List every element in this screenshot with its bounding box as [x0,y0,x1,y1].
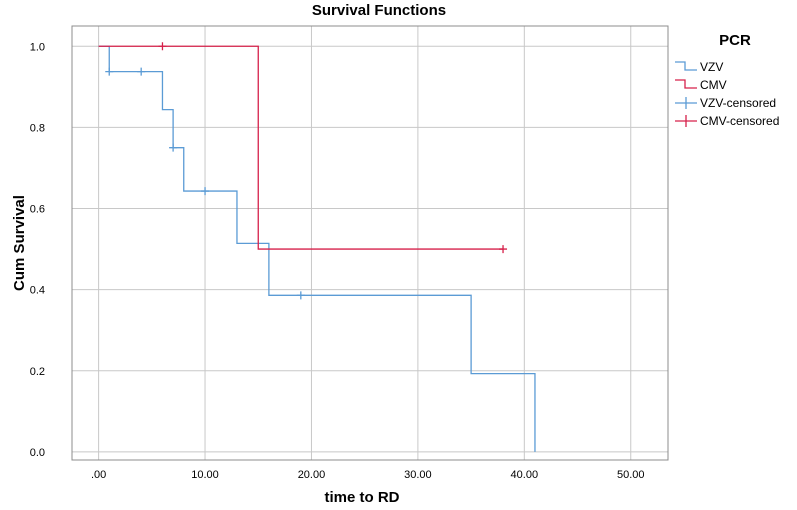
x-tick-label: .00 [91,469,106,481]
legend-line-icon [675,61,697,71]
legend-entry: CMV [700,78,727,92]
legend: PCR VZV CMV VZV-censored CMV-censored [675,32,779,128]
y-tick-label: 1.0 [30,41,45,53]
censor-mark-vzv [105,67,114,76]
x-tick-label: 30.00 [404,469,432,481]
y-tick-label: 0.2 [30,366,45,378]
x-tick-label: 40.00 [511,469,539,481]
censor-mark-cmv [158,42,167,51]
x-tick-label: 10.00 [191,469,219,481]
series-line-cmv [98,45,504,250]
y-tick-label: 0.4 [30,285,45,297]
legend-entry: VZV [700,60,723,74]
series-layer [98,42,536,452]
x-tick-label: 20.00 [298,469,326,481]
y-tick-label: 0.8 [30,122,45,134]
y-tick-label: 0.0 [30,447,45,459]
y-tick-label: 0.6 [30,204,45,216]
legend-line-icon [675,79,697,89]
y-axis-label: Cum Survival [11,195,28,291]
censor-mark-cmv [499,245,508,254]
y-tick-labels: 0.0 0.2 0.4 0.6 0.8 1.0 [30,41,45,459]
legend-censor-icon [675,97,697,109]
legend-entry: VZV-censored [700,96,776,110]
censor-mark-vzv [137,67,146,76]
x-tick-label: 50.00 [617,469,645,481]
censor-mark-vzv [296,291,305,300]
censor-mark-vzv [169,143,178,152]
chart-title: Survival Functions [312,2,446,19]
x-axis-label: time to RD [325,489,400,506]
plot-frame [71,25,669,461]
gridlines [72,26,668,460]
legend-title: PCR [719,32,751,49]
legend-censor-icon [675,115,697,127]
legend-entry: CMV-censored [700,114,779,128]
censor-mark-vzv [201,187,210,196]
x-tick-labels: .00 10.00 20.00 30.00 40.00 50.00 [91,469,645,481]
